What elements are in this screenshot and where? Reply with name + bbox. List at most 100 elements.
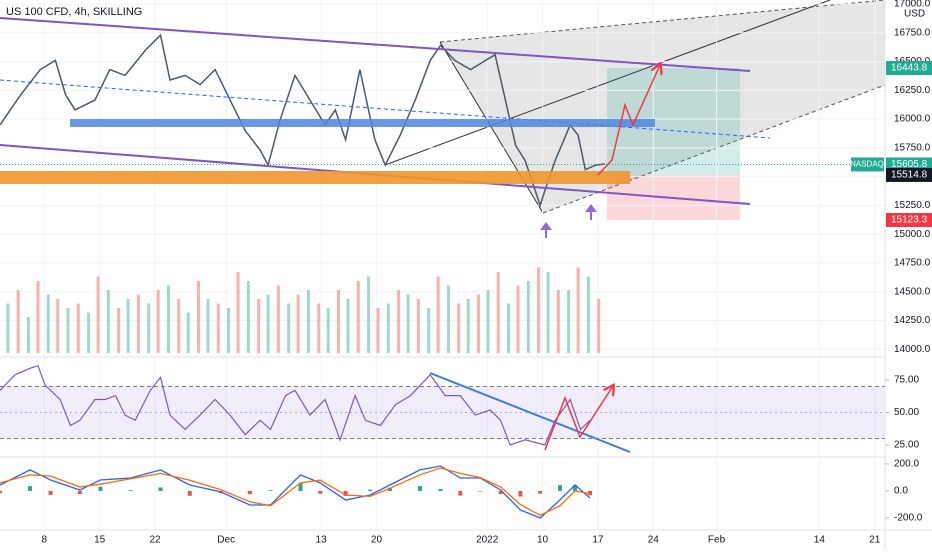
volume-bar <box>296 294 300 353</box>
volume-bar <box>466 299 470 353</box>
price-label-box <box>886 167 932 182</box>
volume-bar <box>166 285 170 353</box>
volume-bar <box>66 308 70 353</box>
x-tick-label: 17 <box>592 535 604 546</box>
x-tick-label: 22 <box>149 535 161 546</box>
volume-bar <box>36 281 40 353</box>
histogram-bar <box>557 485 562 491</box>
histogram-bar <box>572 485 577 491</box>
histogram-bar <box>187 490 192 496</box>
histogram-bar <box>268 490 273 491</box>
symbol-label: NASDAQ <box>850 160 884 169</box>
volume-bar <box>436 276 440 353</box>
y-tick-label: 17000.0 <box>894 0 931 10</box>
volume-bar <box>147 303 151 353</box>
volume-bar <box>16 290 20 353</box>
y-tick-label: 14500.0 <box>894 286 931 297</box>
histogram-bar <box>498 490 503 495</box>
x-tick-label: Dec <box>217 535 235 546</box>
volume-bar <box>276 285 280 353</box>
resistance-band <box>70 119 655 127</box>
symbol-label-box <box>851 157 884 172</box>
projection-arrow <box>597 65 660 176</box>
volume-bar <box>546 272 550 353</box>
y-tick-label: 15250.0 <box>894 200 931 211</box>
volume-bar <box>427 308 431 353</box>
y-tick-label: 0.0 <box>894 486 908 497</box>
volume-bar <box>76 303 80 353</box>
volume-bar <box>526 281 530 353</box>
x-tick-label: 15 <box>94 535 106 546</box>
y-tick-label: 50.00 <box>894 407 919 418</box>
histogram-bar <box>387 487 392 491</box>
x-tick-label: 2022 <box>476 535 499 546</box>
volume-bar <box>507 303 511 353</box>
volume-bar <box>246 281 250 353</box>
volume-bar <box>227 308 231 353</box>
rsi-trendline <box>429 372 631 453</box>
histogram-bar <box>368 489 373 491</box>
volume-bar <box>306 290 310 353</box>
volume-bar <box>257 299 261 353</box>
pitchfork-handle <box>439 41 544 214</box>
volume-bar <box>346 299 350 353</box>
volume-bar <box>186 312 190 353</box>
histogram-bar <box>158 487 163 491</box>
marker-arrow <box>585 204 597 220</box>
histogram-bar <box>478 490 483 492</box>
x-tick-label: 13 <box>316 535 328 546</box>
y-tick-label: -200.0 <box>894 513 923 524</box>
marker-arrow <box>540 222 552 238</box>
volume-bar <box>457 303 461 353</box>
pitchfork-median <box>384 0 831 166</box>
histogram-bar <box>0 490 2 494</box>
volume-bar <box>336 290 340 353</box>
price-label-box <box>886 212 932 227</box>
volume-bar <box>266 294 270 353</box>
volume-bar <box>476 294 480 353</box>
histogram-bar <box>77 490 82 495</box>
volume-bar <box>567 290 571 353</box>
volume-bar <box>376 308 380 353</box>
x-tick-label: 21 <box>869 535 881 546</box>
volume-bar <box>406 294 410 353</box>
volume-bar <box>326 308 330 353</box>
volume-bar <box>56 299 60 353</box>
y-tick-label: 16750.0 <box>894 27 931 38</box>
y-tick-label: 14750.0 <box>894 258 931 269</box>
y-tick-label: 16000.0 <box>894 114 931 125</box>
histogram-bar <box>298 482 303 491</box>
volume-bar <box>117 308 121 353</box>
background-drawings <box>384 0 886 220</box>
volume-bar <box>586 276 590 353</box>
price-label: 15123.3 <box>891 215 928 226</box>
volume-bar <box>537 267 541 353</box>
plot <box>0 0 889 530</box>
volume-bar <box>287 303 291 353</box>
volume-bar <box>206 299 210 353</box>
histogram-bar <box>518 490 523 497</box>
volume-bar <box>177 299 181 353</box>
y-tick-label: 25.00 <box>894 440 919 451</box>
volume-bar <box>6 303 10 353</box>
price-label: 15605.8 <box>891 159 928 170</box>
volume-bar <box>576 267 580 353</box>
volume-bar <box>46 294 50 353</box>
volume-bar <box>216 303 220 353</box>
volume-bar <box>317 303 321 353</box>
x-tick-label: 10 <box>537 535 549 546</box>
pitchfork-lower <box>542 84 886 214</box>
volume-bar <box>106 290 110 353</box>
histogram-bar <box>128 490 133 491</box>
volume-bar <box>486 290 490 353</box>
x-tick-label: 20 <box>371 535 383 546</box>
rsi-band <box>0 386 885 439</box>
histogram-bar <box>438 488 443 491</box>
x-tick-label: 8 <box>42 535 48 546</box>
x-tick-label: 24 <box>648 535 660 546</box>
x-tick-label: 14 <box>814 535 826 546</box>
y-tick-label: 200.0 <box>894 459 919 470</box>
histogram-bar <box>48 490 53 495</box>
